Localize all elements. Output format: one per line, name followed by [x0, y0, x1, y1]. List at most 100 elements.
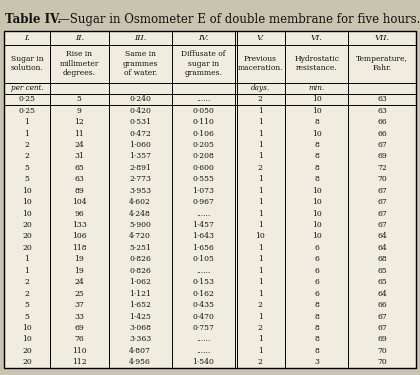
Text: III.: III. [134, 34, 147, 42]
Text: Hydrostatic
resistance.: Hydrostatic resistance. [294, 55, 339, 72]
Text: 1: 1 [258, 347, 262, 355]
Text: 24: 24 [74, 278, 84, 286]
Text: 6: 6 [315, 290, 319, 298]
Text: Sugar in
solution.: Sugar in solution. [10, 55, 43, 72]
Text: II.: II. [75, 34, 84, 42]
Text: 0·420: 0·420 [129, 106, 151, 115]
Text: V.: V. [257, 34, 264, 42]
Text: 4·720: 4·720 [129, 232, 151, 240]
Text: 1·121: 1·121 [129, 290, 151, 298]
Text: 19: 19 [74, 255, 84, 263]
Text: 20: 20 [22, 221, 32, 229]
Bar [4, 31, 416, 368]
Text: 10: 10 [22, 210, 32, 218]
Text: 10: 10 [312, 198, 322, 206]
Text: 66: 66 [377, 118, 387, 126]
Text: 8: 8 [315, 312, 319, 321]
Text: 1: 1 [24, 255, 29, 263]
Text: 66: 66 [377, 129, 387, 138]
Text: 10: 10 [312, 95, 322, 103]
Text: 2: 2 [258, 164, 262, 172]
Text: 0·105: 0·105 [192, 255, 214, 263]
Text: 1: 1 [24, 129, 29, 138]
Text: 64: 64 [377, 290, 387, 298]
Text: 0·240: 0·240 [129, 95, 151, 103]
Text: 1: 1 [24, 118, 29, 126]
Text: 0·162: 0·162 [192, 290, 214, 298]
Text: 1: 1 [258, 267, 262, 275]
Text: 5: 5 [24, 175, 29, 183]
Text: ......: ...... [196, 347, 210, 355]
Text: 1: 1 [258, 290, 262, 298]
Text: 118: 118 [72, 244, 87, 252]
Text: 0·435: 0·435 [192, 301, 215, 309]
Text: 12: 12 [74, 118, 84, 126]
Text: Temperature,
Fahr.: Temperature, Fahr. [356, 55, 408, 72]
Text: 1·073: 1·073 [192, 187, 215, 195]
Text: ......: ...... [196, 335, 210, 344]
Text: 5·251: 5·251 [129, 244, 151, 252]
Text: 0·826: 0·826 [129, 255, 151, 263]
Text: 1: 1 [258, 187, 262, 195]
Text: 5: 5 [24, 312, 29, 321]
Text: 2: 2 [258, 95, 262, 103]
Text: 70: 70 [377, 175, 387, 183]
Text: 1·357: 1·357 [129, 152, 151, 160]
Text: 8: 8 [315, 335, 319, 344]
Text: 70: 70 [377, 347, 387, 355]
Text: 69: 69 [377, 152, 387, 160]
Text: 106: 106 [72, 232, 87, 240]
Text: 25: 25 [74, 290, 84, 298]
Text: 24: 24 [74, 141, 84, 149]
Text: 8: 8 [315, 141, 319, 149]
Text: 68: 68 [377, 255, 387, 263]
Text: 0·110: 0·110 [192, 118, 214, 126]
Text: 20: 20 [22, 244, 32, 252]
Text: 63: 63 [74, 175, 84, 183]
Text: ......: ...... [196, 267, 210, 275]
Text: 11: 11 [74, 129, 84, 138]
Text: 3·068: 3·068 [129, 324, 151, 332]
Text: 10: 10 [22, 198, 32, 206]
Text: 8: 8 [315, 164, 319, 172]
Text: 6: 6 [315, 255, 319, 263]
Text: 0·826: 0·826 [129, 267, 151, 275]
Text: 72: 72 [377, 164, 387, 172]
Text: Same in
grammes
of water.: Same in grammes of water. [123, 50, 158, 77]
Text: 4·248: 4·248 [129, 210, 151, 218]
Text: 8: 8 [315, 152, 319, 160]
Text: 1·060: 1·060 [129, 141, 151, 149]
Text: 67: 67 [377, 198, 387, 206]
Text: 1: 1 [258, 335, 262, 344]
Text: 5·900: 5·900 [129, 221, 151, 229]
Text: 67: 67 [377, 324, 387, 332]
Text: 1: 1 [258, 118, 262, 126]
Text: 2: 2 [24, 290, 29, 298]
Text: 0·208: 0·208 [192, 152, 214, 160]
Text: 20: 20 [22, 347, 32, 355]
Text: 64: 64 [377, 232, 387, 240]
Text: Table IV.: Table IV. [5, 13, 61, 26]
Text: 65: 65 [74, 164, 84, 172]
Text: 2: 2 [258, 358, 262, 366]
Text: 1·425: 1·425 [129, 312, 151, 321]
Text: 1·652: 1·652 [129, 301, 151, 309]
Text: 1: 1 [258, 210, 262, 218]
Text: 5: 5 [77, 95, 81, 103]
Text: 1: 1 [258, 152, 262, 160]
Text: 10: 10 [312, 232, 322, 240]
Text: 2: 2 [258, 301, 262, 309]
Text: 2: 2 [258, 324, 262, 332]
Text: 0·050: 0·050 [192, 106, 214, 115]
Text: 20: 20 [22, 358, 32, 366]
Text: 1: 1 [258, 141, 262, 149]
Text: I.: I. [24, 34, 30, 42]
Text: 10: 10 [312, 221, 322, 229]
Text: 2: 2 [24, 141, 29, 149]
Text: 31: 31 [74, 152, 84, 160]
Text: 67: 67 [377, 210, 387, 218]
Text: ......: ...... [196, 95, 210, 103]
Text: 6: 6 [315, 244, 319, 252]
Text: 1: 1 [258, 312, 262, 321]
Text: 10: 10 [255, 232, 265, 240]
